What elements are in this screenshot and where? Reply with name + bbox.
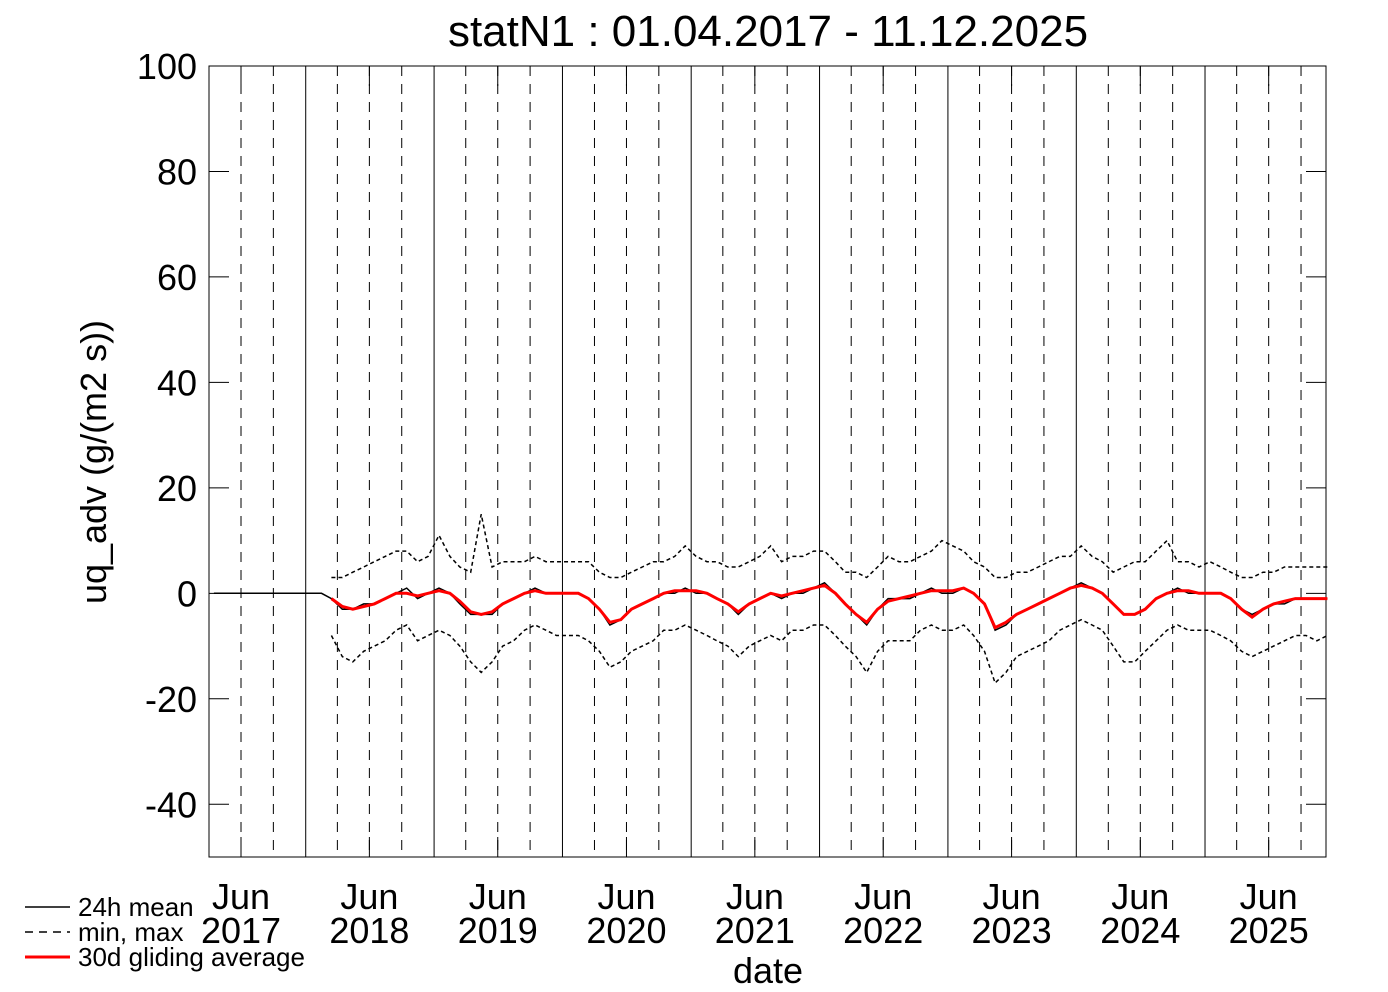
x-tick-label: 2022 <box>843 910 923 951</box>
chart-title: statN1 : 01.04.2017 - 11.12.2025 <box>448 7 1088 56</box>
x-tick-label: Jun <box>469 876 527 917</box>
legend-label: 30d gliding average <box>78 942 305 972</box>
x-tick-label: Jun <box>854 876 912 917</box>
y-tick-label: -40 <box>145 784 197 825</box>
y-tick-label: 20 <box>157 468 197 509</box>
series-line <box>213 581 1328 632</box>
series-line <box>330 583 1328 630</box>
y-tick-label: 100 <box>137 46 197 87</box>
x-tick-label: Jun <box>212 876 270 917</box>
x-tick-label: Jun <box>597 876 655 917</box>
plot-frame <box>208 65 1327 858</box>
x-tick-label: Jun <box>1111 876 1169 917</box>
x-tick-label: 2019 <box>458 910 538 951</box>
legend-label: min, max <box>78 917 183 947</box>
y-tick-label: -20 <box>145 679 197 720</box>
y-tick-label: 60 <box>157 257 197 298</box>
x-tick-label: 2021 <box>715 910 795 951</box>
legend-label: 24h mean <box>78 892 194 922</box>
series-line <box>331 514 1328 579</box>
x-tick-label: 2018 <box>329 910 409 951</box>
y-tick-label: 40 <box>157 362 197 403</box>
y-tick-label: 0 <box>177 573 197 614</box>
x-tick-label: Jun <box>340 876 398 917</box>
y-axis-label: uq_adv (g/(m2 s)) <box>73 320 114 604</box>
x-tick-label: 2025 <box>1229 910 1309 951</box>
y-tick-label: 80 <box>157 151 197 192</box>
x-tick-label: 2020 <box>586 910 666 951</box>
x-tick-label: Jun <box>983 876 1041 917</box>
x-tick-label: Jun <box>1240 876 1298 917</box>
x-tick-label: 2017 <box>201 910 281 951</box>
x-tick-label: Jun <box>726 876 784 917</box>
x-tick-label: 2024 <box>1100 910 1180 951</box>
series-line <box>330 618 1328 685</box>
x-tick-label: 2023 <box>972 910 1052 951</box>
x-axis-label: date <box>733 950 803 991</box>
